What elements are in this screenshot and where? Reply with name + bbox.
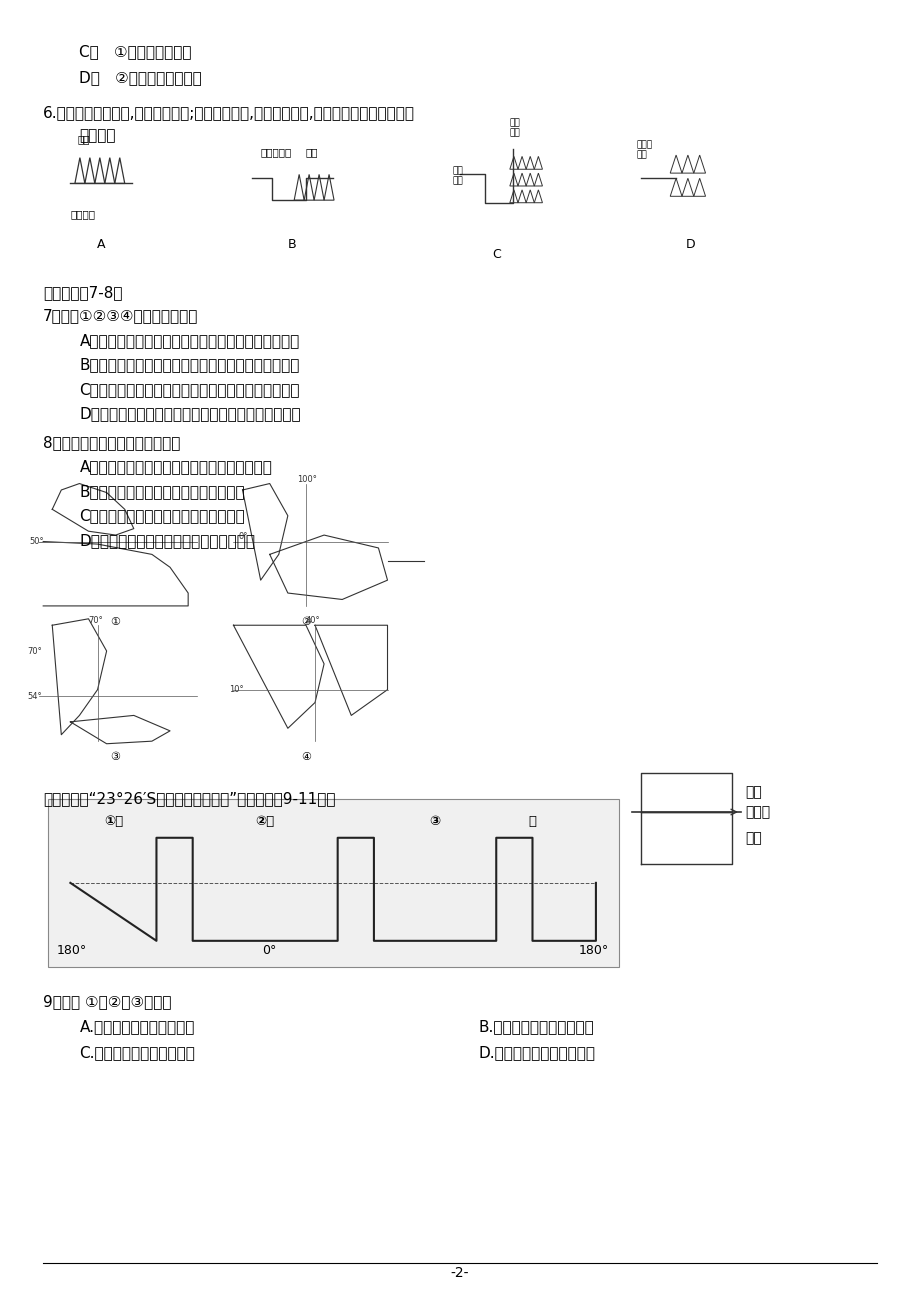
Text: ①甲: ①甲	[104, 815, 123, 828]
Text: 陆地: 陆地	[744, 785, 761, 799]
Text: ①: ①	[110, 617, 120, 628]
Text: D: D	[686, 238, 695, 251]
Text: 50°: 50°	[29, 536, 44, 546]
Text: D．英吉利海峡、马六甲海峡、曼德海峡、麦哲伦海峡: D．英吉利海峡、马六甲海峡、曼德海峡、麦哲伦海峡	[79, 406, 301, 422]
Text: 四川
盆地: 四川 盆地	[452, 167, 463, 185]
Text: 读下图完扐7-8题: 读下图完扐7-8题	[43, 285, 122, 301]
Text: 海底: 海底	[744, 831, 761, 845]
Text: ②: ②	[301, 617, 311, 628]
Text: ③: ③	[110, 753, 120, 763]
Text: 8．关于各洲分界线叙述正确的是: 8．关于各洲分界线叙述正确的是	[43, 435, 180, 449]
Text: 分布的是: 分布的是	[79, 129, 116, 143]
Text: C.太平洋、印度洋、大西洋: C.太平洋、印度洋、大西洋	[79, 1046, 195, 1060]
Text: 下图所示为“23°26′S的海陆分布示意图”。读图回甧9-11题。: 下图所示为“23°26′S的海陆分布示意图”。读图回甧9-11题。	[43, 792, 335, 807]
Text: A．亚洲和非洲的分界线是地中海和土耳其海峡: A．亚洲和非洲的分界线是地中海和土耳其海峡	[79, 460, 272, 474]
Text: A: A	[96, 238, 106, 251]
Text: 70°: 70°	[88, 616, 103, 625]
Text: -2-: -2-	[450, 1266, 469, 1280]
Text: 9．图中 ①、②、③分别是: 9．图中 ①、②、③分别是	[43, 993, 172, 1009]
Text: ③: ③	[429, 815, 440, 828]
Text: B.印度洋、太平洋、大西洋: B.印度洋、太平洋、大西洋	[478, 1019, 594, 1035]
Text: C: C	[492, 249, 500, 262]
Text: B: B	[288, 238, 296, 251]
Text: 10°: 10°	[229, 685, 244, 694]
Text: 180°: 180°	[57, 944, 87, 957]
Text: 100°: 100°	[297, 475, 316, 484]
Text: C．马六甲海峡、英吉利海峡、麦哲伦海峡、曼德海峡: C．马六甲海峡、英吉利海峡、麦哲伦海峡、曼德海峡	[79, 381, 300, 397]
Text: 横断
山脉: 横断 山脉	[509, 118, 520, 138]
Text: 云贵高原: 云贵高原	[70, 208, 96, 219]
Text: 0°: 0°	[262, 944, 277, 957]
Text: D．南美洲和北美洲的分界线是巴拿马运河: D．南美洲和北美洲的分界线是巴拿马运河	[79, 533, 255, 548]
Text: 7．图中①②③④所示海峡分别是: 7．图中①②③④所示海峡分别是	[43, 309, 199, 324]
FancyBboxPatch shape	[48, 799, 618, 966]
Text: 海平面: 海平面	[744, 805, 770, 819]
Text: C． ①盆地水资源丰富: C． ①盆地水资源丰富	[79, 44, 192, 60]
Text: 丙: 丙	[528, 815, 536, 828]
Text: 6.我国地势西高东低,呐阶梯状分布;地形多种多样,山区面积广大,图中能正确表示我国地形: 6.我国地势西高东低,呐阶梯状分布;地形多种多样,山区面积广大,图中能正确表示我…	[43, 105, 414, 120]
Text: D.印度洋、大西洋、太平洋: D.印度洋、大西洋、太平洋	[478, 1046, 595, 1060]
Text: 内蒙古
高原: 内蒙古 高原	[636, 141, 652, 160]
Text: C．非洲和欧洲的分界线是大高加索山脉: C．非洲和欧洲的分界线是大高加索山脉	[79, 508, 245, 523]
Text: 54°: 54°	[27, 691, 41, 700]
Text: 天山: 天山	[306, 147, 318, 158]
Text: 0°: 0°	[238, 533, 247, 540]
Text: 秦岭: 秦岭	[77, 134, 90, 145]
Text: B．亚洲和北美洲的分界线是苏伊士运河: B．亚洲和北美洲的分界线是苏伊士运河	[79, 484, 244, 499]
Text: A．英吉利海峡、马六甲海峡、麦哲伦海峡、曼德海峡: A．英吉利海峡、马六甲海峡、麦哲伦海峡、曼德海峡	[79, 333, 300, 348]
Text: 准噶尔盆地: 准噶尔盆地	[260, 147, 291, 158]
Text: B．英吉利海峡、麦哲伦海峡、马六甲海峡、曼德海峡: B．英吉利海峡、麦哲伦海峡、马六甲海峡、曼德海峡	[79, 358, 300, 372]
Text: ④: ④	[301, 753, 311, 763]
Text: 40°: 40°	[306, 616, 320, 625]
Text: A.太平洋、大西洋、印度洋: A.太平洋、大西洋、印度洋	[79, 1019, 195, 1035]
Text: ②乙: ②乙	[255, 815, 275, 828]
Text: D． ②盆地矿产资源丰富: D． ②盆地矿产资源丰富	[79, 70, 202, 86]
Text: 70°: 70°	[27, 647, 41, 655]
Text: 180°: 180°	[578, 944, 608, 957]
